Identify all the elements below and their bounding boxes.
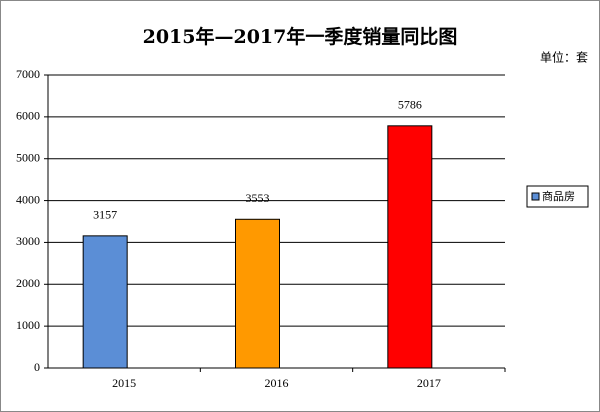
value-label: 3157 — [93, 208, 117, 222]
legend-swatch — [531, 192, 540, 201]
legend-label: 商品房 — [542, 189, 575, 203]
bar — [387, 125, 433, 369]
unit-label: 单位：套 — [540, 50, 588, 65]
legend-box — [526, 185, 589, 208]
bar — [82, 235, 128, 369]
value-label: 5786 — [398, 98, 422, 112]
y-tick-label: 6000 — [16, 109, 40, 123]
y-tick-label: 5000 — [16, 150, 40, 164]
y-tick-label: 0 — [34, 360, 40, 374]
y-tick-label: 4000 — [16, 192, 40, 206]
value-label: 3553 — [246, 191, 270, 205]
y-tick-label: 3000 — [16, 234, 40, 248]
x-tick-label: 2015 — [112, 376, 136, 390]
y-tick-label: 7000 — [16, 67, 40, 81]
chart-title: 2015年—2017年一季度销量同比图 — [143, 25, 458, 48]
y-tick-label: 2000 — [16, 276, 40, 290]
bar — [235, 218, 280, 369]
y-tick-label: 1000 — [16, 318, 40, 332]
x-tick-label: 2016 — [265, 376, 289, 390]
x-tick-label: 2017 — [417, 376, 441, 390]
